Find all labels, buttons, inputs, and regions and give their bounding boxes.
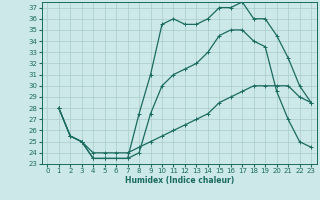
X-axis label: Humidex (Indice chaleur): Humidex (Indice chaleur) [124,176,234,185]
